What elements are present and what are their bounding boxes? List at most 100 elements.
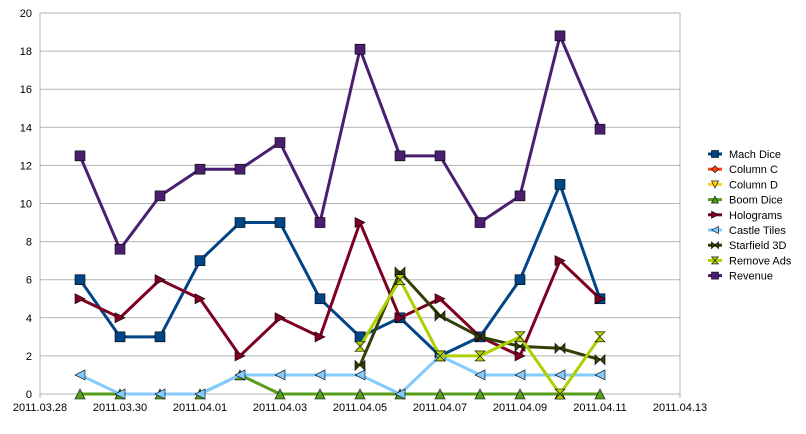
data-point: [594, 123, 606, 135]
data-point: [434, 293, 446, 305]
data-point: [314, 217, 326, 228]
data-point: [554, 30, 566, 42]
data-point: [194, 388, 206, 400]
y-tick-label: 14: [20, 122, 32, 134]
data-point: [194, 293, 206, 305]
data-point: [274, 369, 286, 381]
data-point: [434, 350, 446, 362]
data-point: [354, 341, 366, 352]
data-point: [354, 43, 366, 55]
legend-label: Holograms: [729, 210, 783, 222]
series-line: [79, 221, 602, 358]
x-tick-label: 2011.03.30: [93, 402, 147, 414]
data-point: [234, 350, 246, 362]
x-tick-label: 2011.04.11: [573, 402, 626, 414]
legend-marker: [711, 210, 720, 219]
data-point: [154, 331, 166, 343]
x-tick-label: 2011.04.13: [653, 402, 707, 414]
data-point: [514, 331, 526, 343]
data-point: [474, 331, 486, 343]
data-point: [514, 388, 526, 400]
data-point: [354, 217, 366, 229]
legend: Mach Dice Column C Column D Boom Dice Hologr…: [708, 149, 792, 283]
data-point: [514, 340, 526, 353]
data-point: [154, 190, 166, 202]
data-point: [594, 369, 606, 381]
y-tick-label: 18: [20, 46, 32, 58]
series-mach-dice: [74, 179, 606, 362]
data-point: [114, 243, 126, 255]
data-point: [474, 388, 486, 400]
y-tick-labels: 0 2 4 6 8 10 12 14 16 18 20: [20, 8, 32, 401]
y-tick-label: 16: [20, 84, 32, 96]
data-point: [394, 150, 406, 162]
legend-marker: [711, 240, 719, 250]
legend-marker: [710, 256, 720, 265]
series-line: [79, 354, 600, 396]
legend-item: Boom Dice: [708, 195, 783, 207]
data-point: [514, 350, 526, 362]
legend-marker: [711, 180, 719, 189]
data-point: [274, 312, 286, 324]
legend-item: Mach Dice: [708, 149, 781, 161]
grid-lines: [40, 12, 680, 395]
data-point: [114, 388, 126, 400]
legend-item: Holograms: [708, 210, 783, 222]
data-point: [554, 255, 566, 267]
data-point: [434, 310, 446, 322]
data-point: [274, 217, 286, 228]
legend-label: Column C: [729, 164, 778, 176]
data-point: [474, 369, 486, 381]
legend-label: Revenue: [729, 271, 773, 283]
series-line: [78, 182, 602, 358]
data-point: [594, 331, 606, 343]
legend-marker: [711, 165, 719, 174]
legend-label: Mach Dice: [729, 149, 781, 161]
x-tick-label: 2011.04.09: [493, 402, 547, 414]
data-point: [354, 359, 366, 372]
data-point: [154, 388, 166, 400]
legend-label: Boom Dice: [729, 195, 783, 207]
data-point: [194, 255, 206, 266]
legend-label: Castle Tiles: [729, 225, 786, 237]
x-tick-label: 2011.03.28: [13, 402, 67, 414]
series-lines: [74, 30, 606, 400]
data-point: [354, 388, 366, 400]
y-tick-label: 8: [26, 237, 32, 249]
y-tick-label: 12: [20, 160, 32, 172]
data-point: [194, 163, 206, 175]
data-point: [594, 293, 606, 305]
legend-item: Remove Ads: [708, 255, 792, 267]
data-point: [394, 388, 406, 400]
data-point: [74, 274, 86, 286]
data-point: [474, 350, 486, 362]
x-tick-labels: 2011.03.28 2011.03.30 2011.04.01 2011.04.03…: [13, 402, 707, 414]
series-line: [78, 34, 602, 251]
series-castle-tiles: [74, 350, 606, 400]
legend-label: Remove Ads: [729, 255, 792, 267]
legend-marker: [711, 150, 719, 158]
data-point: [354, 369, 366, 381]
legend-label: Column D: [729, 179, 778, 191]
data-point: [594, 388, 606, 400]
legend-item: Starfield 3D: [708, 240, 787, 252]
data-point: [394, 312, 406, 324]
data-point: [434, 150, 446, 162]
data-point: [274, 137, 286, 148]
x-tick-label: 2011.04.03: [253, 402, 307, 414]
data-point: [434, 388, 446, 400]
data-point: [74, 293, 86, 305]
legend-item: Castle Tiles: [708, 225, 786, 237]
data-point: [514, 369, 526, 381]
data-point: [234, 163, 246, 175]
x-tick-label: 2011.04.07: [413, 402, 467, 414]
data-point: [314, 369, 326, 381]
data-point: [514, 274, 526, 286]
y-tick-label: 10: [20, 199, 32, 211]
data-point: [554, 388, 566, 400]
data-point: [274, 388, 286, 400]
data-point: [394, 274, 406, 286]
data-point: [74, 369, 86, 381]
